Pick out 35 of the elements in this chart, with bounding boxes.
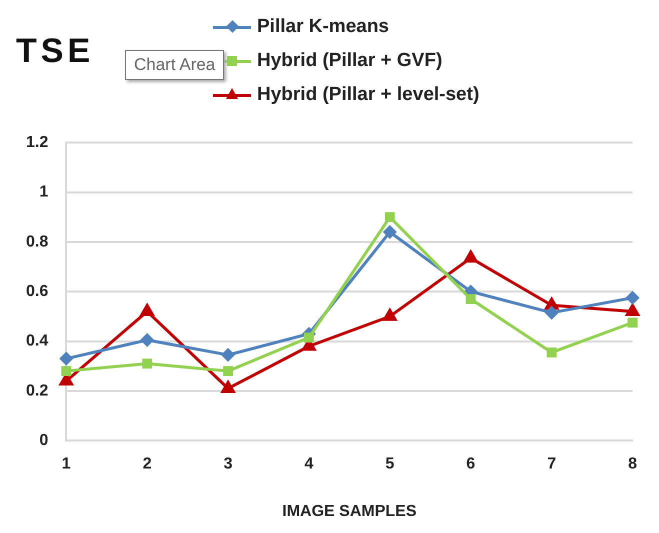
x-tick-label: 6 [466,456,476,473]
y-tick-label: 0.4 [26,332,48,350]
point [61,366,72,376]
y-tick-label: 0.8 [26,233,48,250]
x-tick-label: 5 [385,456,394,473]
point [544,306,559,320]
point [628,318,638,328]
point [221,348,236,362]
x-tick-label: 3 [224,456,233,473]
legend-label: Pillar K-means [257,16,389,38]
y-tick-label: 0 [39,432,48,450]
x-tick-label: 4 [304,456,314,473]
point [384,212,395,222]
x-tick-label: 7 [547,456,556,473]
x-tick-label: 2 [142,456,152,473]
point [223,366,233,376]
y-tick-label: 0.6 [26,283,48,300]
point [59,352,74,366]
point [546,347,557,358]
x-tick-label: 1 [62,456,71,473]
point [140,333,154,348]
x-axis-title: IMAGE SAMPLES [282,502,417,520]
chart-title: TSE [16,32,94,71]
point [466,294,476,304]
x-tick-label: 8 [628,456,638,473]
y-tick-label: 1 [39,184,48,201]
legend-label: Hybrid (Pillar + GVF) [257,50,442,72]
text: Chart Area [125,50,224,80]
point [382,225,397,239]
y-tick-label: 0.2 [26,382,48,400]
legend-label: Hybrid (Pillar + level-set) [257,84,480,106]
y-tick-label: 1.2 [26,134,48,152]
point [142,358,152,369]
point [626,290,640,305]
point [304,332,314,342]
